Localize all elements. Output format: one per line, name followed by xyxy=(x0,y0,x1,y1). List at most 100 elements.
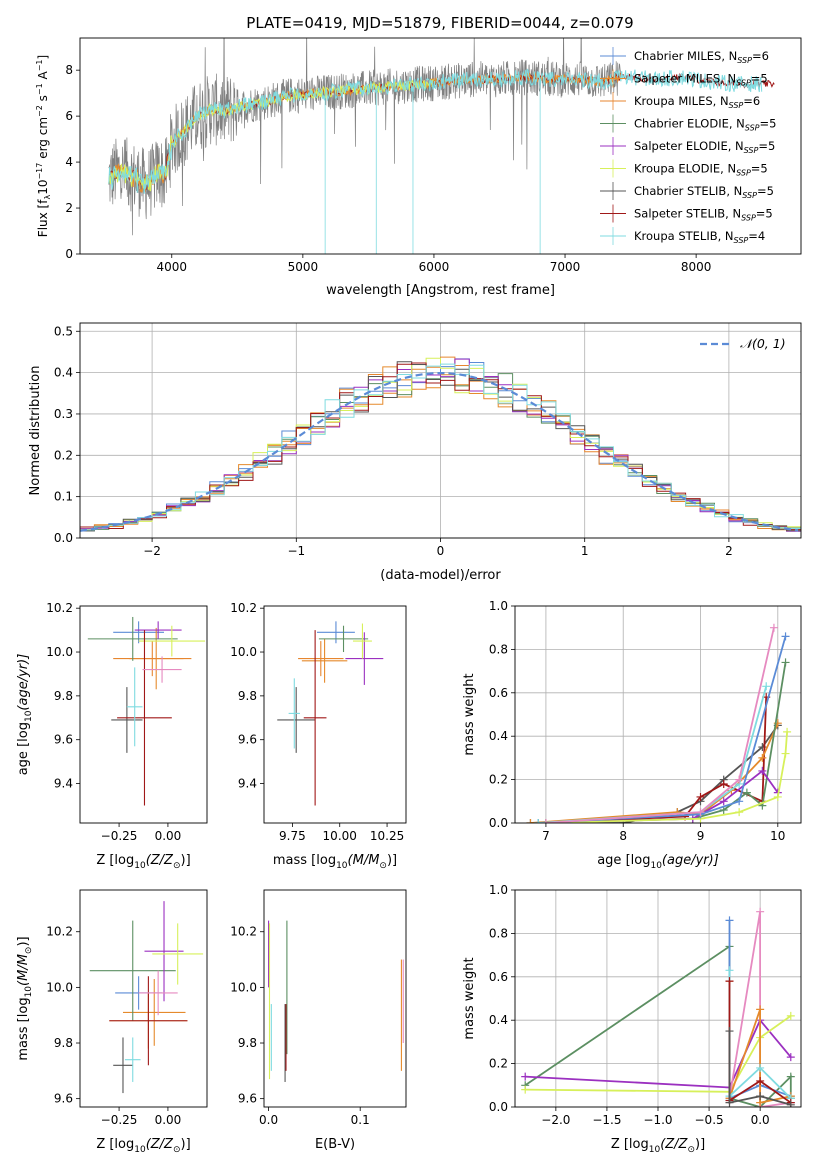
y-tick-label: 9.6 xyxy=(54,733,73,747)
y-tick-label: 1.0 xyxy=(489,599,508,613)
axes-frame xyxy=(263,605,407,824)
series-line xyxy=(530,722,779,823)
x-tick-label: 2 xyxy=(725,544,733,558)
series-marker xyxy=(756,1092,765,1101)
x-tick-label: 5000 xyxy=(288,260,319,274)
y-tick-label: 9.8 xyxy=(54,1036,73,1050)
y-tick-label: 9.6 xyxy=(238,1092,257,1106)
massweight_vs_Z-ylabel: mass weight xyxy=(462,957,477,1039)
series-line xyxy=(728,1031,792,1106)
normal-curve xyxy=(80,372,799,532)
legend-label: Salpeter ELODIE, NSSP=5 xyxy=(634,139,775,155)
x-tick-label: 0 xyxy=(437,544,445,558)
series-marker xyxy=(719,779,728,788)
series-line xyxy=(545,662,787,823)
series-marker xyxy=(541,819,550,823)
series-lines xyxy=(526,623,792,823)
x-tick-label: 8000 xyxy=(681,260,712,274)
y-tick-label: 1.0 xyxy=(489,883,508,897)
legend-label: Kroupa STELIB, NSSP=4 xyxy=(634,229,765,245)
x-tick-label: −2 xyxy=(143,544,161,558)
legend-label: Salpeter MILES, NSSP=5 xyxy=(634,72,768,88)
series-lines xyxy=(521,907,795,1107)
y-tick-label: 9.6 xyxy=(54,1092,73,1106)
y-tick-label: 10.2 xyxy=(230,601,257,615)
y-tick-label: 9.8 xyxy=(238,689,257,703)
x-tick-label: 7 xyxy=(542,829,550,843)
y-tick-label: 4 xyxy=(65,155,73,169)
mass_vs_Z-ylabel: mass [log10(M/M⊙)] xyxy=(16,936,34,1060)
legend-label: Chabrier MILES, NSSP=6 xyxy=(634,49,769,65)
series-line xyxy=(538,697,768,823)
age_vs_Z-panel: −0.25 0.00 9.4 9.6 9.8 10.0 10.2 Z [log10(Z/Z⊙)… xyxy=(16,601,208,871)
x-tick-label: 9.75 xyxy=(279,829,306,843)
residual-histogram xyxy=(80,363,801,531)
x-tick-label: 0.0 xyxy=(751,1113,770,1127)
observed-spectrum xyxy=(108,38,622,236)
residual-histogram xyxy=(80,358,801,532)
y-tick-label: 10.0 xyxy=(230,645,257,659)
y-tick-label: 9.8 xyxy=(238,1036,257,1050)
errorbars xyxy=(268,920,404,1082)
mass_vs_EBV-panel: 0.0 0.1 9.6 9.8 10.0 10.2 E(B-V) xyxy=(230,889,407,1152)
massweight_vs_age-panel: 7 8 9 10 0.0 0.2 0.4 0.6 0.8 1.0 age [log10(age/yr… xyxy=(462,599,802,871)
y-tick-label: 0.2 xyxy=(54,448,73,462)
y-tick-label: 0.2 xyxy=(489,773,508,787)
y-tick-label: 0.0 xyxy=(489,1100,508,1114)
errorbars xyxy=(89,901,204,1094)
series-marker xyxy=(756,1005,765,1014)
series-marker xyxy=(758,753,767,762)
y-tick-label: 0.1 xyxy=(54,490,73,504)
x-tick-label: 4000 xyxy=(156,260,187,274)
y-tick-label: 0.4 xyxy=(489,729,508,743)
series-marker xyxy=(786,1011,795,1020)
axes-frame xyxy=(79,37,802,255)
x-tick-label: −1 xyxy=(287,544,305,558)
x-tick-label: 0.00 xyxy=(155,829,182,843)
x-tick-label: −1.0 xyxy=(643,1113,672,1127)
residual-histogram xyxy=(80,362,801,531)
x-tick-label: 6000 xyxy=(419,260,450,274)
y-tick-label: 0.4 xyxy=(54,366,73,380)
y-tick-label: 0.2 xyxy=(489,1057,508,1071)
legend-label: Salpeter STELIB, NSSP=5 xyxy=(634,207,773,223)
x-tick-label: 10.00 xyxy=(323,829,357,843)
mass_vs_Z-panel: −0.25 0.00 9.6 9.8 10.0 10.2 Z [log10(Z/Z⊙)] ma… xyxy=(16,889,208,1155)
y-tick-label: 0 xyxy=(65,247,73,261)
x-tick-label: 10.25 xyxy=(370,829,404,843)
series-marker xyxy=(521,1072,530,1081)
series-marker xyxy=(762,682,771,691)
y-tick-label: 0.0 xyxy=(489,816,508,830)
series-marker xyxy=(786,1053,795,1062)
series-marker xyxy=(725,966,734,975)
x-tick-label: 7000 xyxy=(550,260,581,274)
y-tick-label: 9.6 xyxy=(238,733,257,747)
series-marker xyxy=(758,766,767,775)
y-tick-label: 0.5 xyxy=(54,324,73,338)
residuals-panel: −2 −1 0 1 2 0.0 0.1 0.2 0.3 0.4 0.5 (data-model)/er… xyxy=(28,322,802,583)
axes-frame xyxy=(79,889,208,1108)
y-tick-label: 9.4 xyxy=(238,777,257,791)
series-marker xyxy=(781,632,790,641)
legend-label: Chabrier STELIB, NSSP=5 xyxy=(634,184,774,200)
x-tick-label: −1.5 xyxy=(592,1113,621,1127)
residuals-xlabel: (data-model)/error xyxy=(380,568,501,583)
series-line xyxy=(525,1015,792,1093)
y-tick-label: 0.6 xyxy=(489,970,508,984)
y-tick-label: 0.3 xyxy=(54,407,73,421)
legend-label: 𝒩(0, 1) xyxy=(740,336,786,351)
x-tick-label: 0.0 xyxy=(259,1113,278,1127)
errorbars xyxy=(87,616,206,806)
massweight_vs_age-xlabel: age [log10(age/yr)] xyxy=(597,853,719,871)
series-marker xyxy=(756,1076,765,1085)
y-tick-label: 0.0 xyxy=(54,531,73,545)
legend-label: Kroupa MILES, NSSP=6 xyxy=(634,94,760,110)
axes-frame xyxy=(263,889,407,1108)
axes-frame xyxy=(79,322,802,539)
x-tick-label: 8 xyxy=(619,829,627,843)
series-line xyxy=(538,686,768,823)
x-tick-label: −2.0 xyxy=(541,1113,570,1127)
series-marker xyxy=(696,792,705,801)
spectrum-lines xyxy=(108,38,775,254)
